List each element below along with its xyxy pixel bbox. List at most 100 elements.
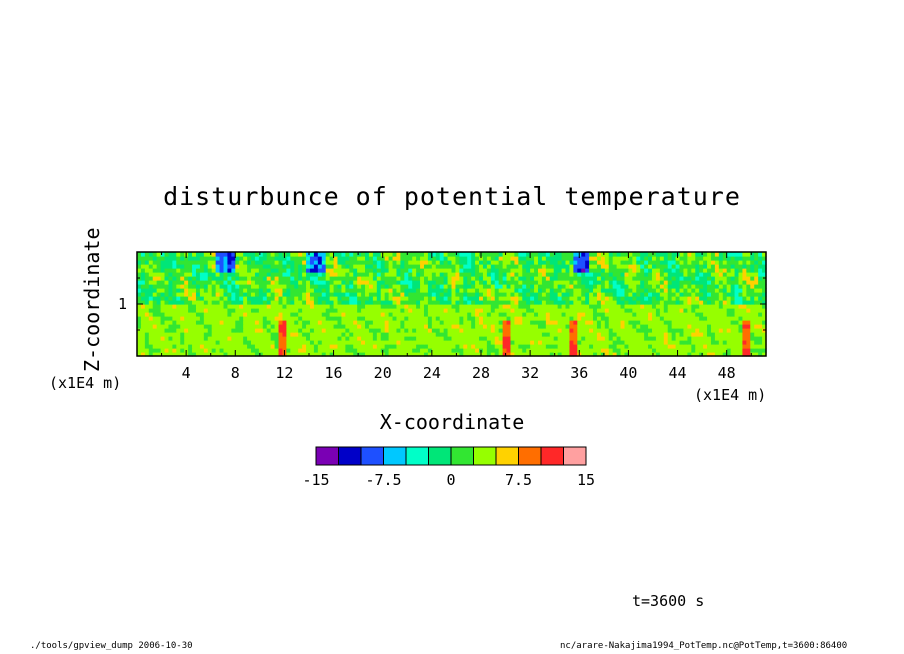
heatmap-cell <box>612 336 618 341</box>
heatmap-cell <box>699 256 704 261</box>
heatmap-cell <box>475 308 480 313</box>
heatmap-cell <box>435 304 441 309</box>
heatmap-cell <box>195 264 201 269</box>
heatmap-cell <box>215 252 221 257</box>
heatmap-cell <box>726 344 732 349</box>
heatmap-cell <box>514 308 519 313</box>
heatmap-cell <box>168 252 173 257</box>
heatmap-cell <box>372 284 378 289</box>
heatmap-cell <box>754 284 759 289</box>
heatmap-cell <box>412 336 417 341</box>
heatmap-cell <box>396 324 401 329</box>
heatmap-cell <box>679 324 685 329</box>
heatmap-cell <box>258 348 264 353</box>
heatmap-cell <box>168 264 173 269</box>
heatmap-cell <box>396 292 401 297</box>
heatmap-cell <box>211 260 217 265</box>
heatmap-cell <box>475 316 480 321</box>
heatmap-cell <box>604 296 610 301</box>
heatmap-cell <box>585 252 590 257</box>
heatmap-cell <box>537 320 543 325</box>
heatmap-cell <box>750 284 755 289</box>
heatmap-cell <box>459 296 464 301</box>
heatmap-cell <box>243 264 248 269</box>
heatmap-cell <box>435 284 441 289</box>
heatmap-cell <box>655 276 661 281</box>
heatmap-cell <box>718 316 724 321</box>
heatmap-cell <box>156 344 162 349</box>
heatmap-cell <box>376 276 382 281</box>
heatmap-cell <box>754 272 759 277</box>
heatmap-cell <box>172 352 177 357</box>
heatmap-cell <box>140 344 146 349</box>
heatmap-cell <box>353 340 358 345</box>
heatmap-cell <box>734 300 740 305</box>
heatmap-cell <box>408 308 413 313</box>
heatmap-cell <box>188 252 193 257</box>
heatmap-cell <box>278 304 284 309</box>
heatmap-cell <box>195 292 201 297</box>
heatmap-cell <box>290 288 295 293</box>
heatmap-cell <box>274 312 280 317</box>
heatmap-cell <box>239 292 244 297</box>
heatmap-cell <box>734 316 740 321</box>
heatmap-cell <box>188 284 193 289</box>
heatmap-cell <box>282 312 287 317</box>
heatmap-cell <box>160 272 166 277</box>
heatmap-cell <box>439 336 445 341</box>
heatmap-cell <box>695 256 700 261</box>
heatmap-cell <box>372 260 378 265</box>
heatmap-cell <box>408 256 413 261</box>
heatmap-cell <box>368 260 374 265</box>
heatmap-cell <box>416 328 421 333</box>
heatmap-cell <box>380 324 386 329</box>
heatmap-cell <box>714 272 720 277</box>
heatmap-cell <box>549 288 555 293</box>
heatmap-cell <box>585 328 590 333</box>
heatmap-cell <box>644 272 649 277</box>
heatmap-cell <box>640 260 645 265</box>
heatmap-cell <box>687 292 692 297</box>
heatmap-cell <box>160 352 166 357</box>
heatmap-cell <box>510 284 515 289</box>
heatmap-cell <box>679 344 685 349</box>
heatmap-cell <box>608 308 614 313</box>
heatmap-cell <box>235 324 240 329</box>
heatmap-cell <box>372 300 378 305</box>
heatmap-cell <box>612 344 618 349</box>
heatmap-cell <box>667 292 673 297</box>
heatmap-cell <box>455 332 460 337</box>
heatmap-cell <box>274 324 280 329</box>
heatmap-cell <box>266 284 272 289</box>
heatmap-cell <box>309 336 315 341</box>
heatmap-cell <box>188 340 193 345</box>
heatmap-cell <box>188 308 193 313</box>
heatmap-cell <box>337 316 343 321</box>
heatmap-cell <box>223 292 229 297</box>
heatmap-cell <box>168 260 173 265</box>
heatmap-cell <box>376 336 382 341</box>
heatmap-cell <box>624 256 630 261</box>
heatmap-cell <box>443 292 449 297</box>
heatmap-cell <box>655 288 661 293</box>
heatmap-cell <box>482 336 488 341</box>
heatmap-cell <box>164 324 170 329</box>
heatmap-cell <box>589 316 594 321</box>
heatmap-cell <box>498 336 504 341</box>
heatmap-cell <box>522 340 527 345</box>
heatmap-cell <box>254 280 260 285</box>
heatmap-cell <box>651 300 657 305</box>
heatmap-cell <box>644 320 649 325</box>
heatmap-cell <box>302 276 307 281</box>
heatmap-cell <box>557 304 563 309</box>
heatmap-cell <box>636 344 641 349</box>
heatmap-cell <box>227 272 232 277</box>
heatmap-cell <box>659 292 665 297</box>
heatmap-cell <box>203 312 209 317</box>
heatmap-cell <box>140 320 146 325</box>
heatmap-cell <box>471 252 476 257</box>
heatmap-cell <box>699 260 704 265</box>
heatmap-cell <box>754 300 759 305</box>
heatmap-cell <box>557 336 563 341</box>
heatmap-cell <box>152 324 158 329</box>
